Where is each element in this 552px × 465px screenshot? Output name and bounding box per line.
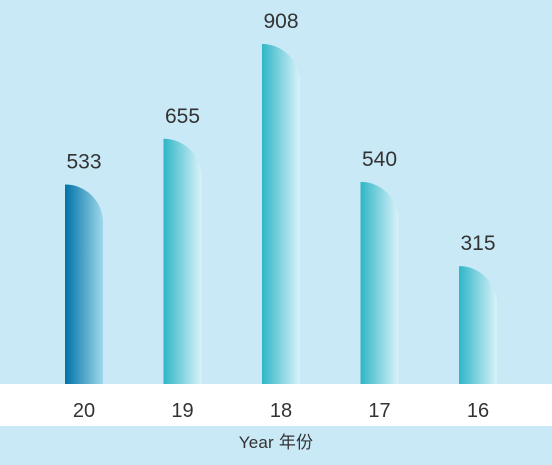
bar-18: [262, 44, 300, 384]
data-label-17: 540: [362, 148, 397, 171]
data-label-20: 533: [66, 150, 101, 173]
x-tick-label-16: 16: [467, 400, 489, 422]
ticks-layer: 20 19 18 17 16: [73, 400, 489, 422]
x-axis-band: [0, 384, 552, 426]
data-label-18: 908: [263, 10, 298, 33]
x-axis-label: Year 年份: [238, 433, 314, 452]
x-tick-label-17: 17: [368, 400, 390, 422]
bar-19: [163, 138, 202, 384]
data-label-16: 315: [460, 232, 495, 255]
x-tick-label-20: 20: [73, 400, 95, 422]
bar-16: [459, 266, 497, 384]
bar-17: [360, 181, 399, 384]
x-tick-label-18: 18: [270, 400, 292, 422]
bars-layer: [65, 44, 497, 384]
labels-layer: 533 655 908 540 315: [66, 10, 495, 255]
x-tick-label-19: 19: [171, 400, 193, 422]
data-label-19: 655: [165, 105, 200, 128]
bar-20: [65, 184, 103, 384]
